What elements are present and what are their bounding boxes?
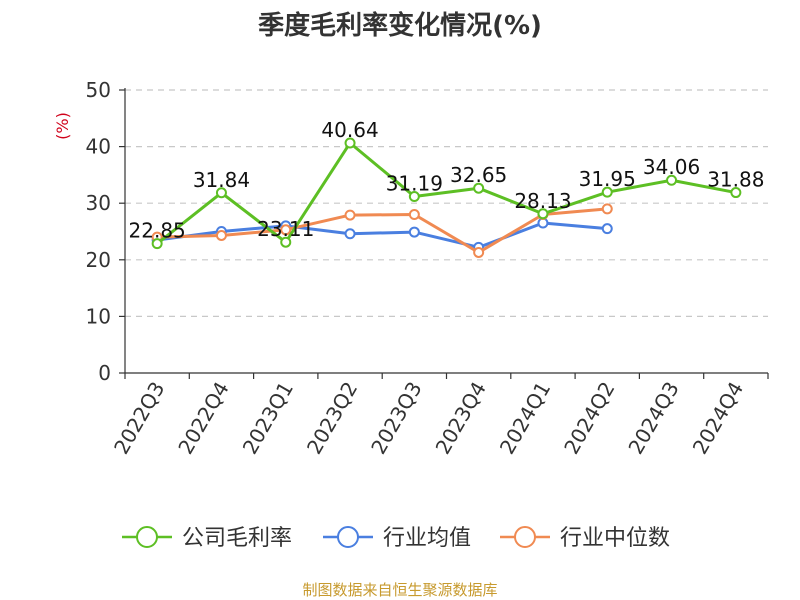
data-point <box>730 187 742 199</box>
data-point <box>537 208 549 220</box>
data-source-note: 制图数据来自恒生聚源数据库 <box>302 581 497 599</box>
data-label: 31.95 <box>579 167 636 191</box>
legend: 公司毛利率 行业均值 行业中位数 <box>122 526 670 551</box>
data-label: 34.06 <box>643 155 700 179</box>
y-tick-label: 20 <box>86 248 111 272</box>
data-label: 40.64 <box>321 118 378 142</box>
x-tick-label: 2022Q4 <box>173 378 233 459</box>
data-label: 28.13 <box>514 189 571 213</box>
data-labels: 22.85 31.84 23.11 40.64 31.19 32.65 28.13 31.95… <box>129 118 765 243</box>
x-tick-label: 2023Q4 <box>431 378 491 459</box>
data-point <box>280 224 292 236</box>
x-tick-label: 2024Q4 <box>688 378 748 459</box>
x-tick-label: 2024Q2 <box>559 378 619 459</box>
data-point <box>601 203 613 215</box>
legend-label: 行业中位数 <box>560 526 670 551</box>
data-point <box>215 187 227 199</box>
data-point <box>408 209 420 221</box>
data-point <box>601 223 613 235</box>
data-point <box>601 186 613 198</box>
series-line <box>157 207 608 254</box>
x-tick-label: 2022Q3 <box>109 378 169 459</box>
legend-label: 公司毛利率 <box>182 526 292 551</box>
data-point <box>280 236 292 248</box>
data-point <box>408 226 420 238</box>
x-tick-label: 2024Q1 <box>495 378 555 459</box>
data-label: 31.84 <box>193 168 250 192</box>
data-label: 22.85 <box>129 219 186 243</box>
y-tick-label: 50 <box>86 78 111 102</box>
data-point <box>344 228 356 240</box>
gridlines <box>125 89 768 317</box>
data-point <box>151 238 163 250</box>
y-tick-label: 40 <box>86 135 111 159</box>
x-tick-label: 2023Q2 <box>302 378 362 459</box>
y-tick-label: 0 <box>98 361 111 385</box>
data-point <box>666 174 678 186</box>
series-line <box>156 141 737 245</box>
x-axis-ticks: 2022Q3 2022Q4 2023Q1 2023Q2 2023Q3 2023Q4 2024… <box>109 373 769 459</box>
x-tick-label: 2024Q3 <box>623 378 683 459</box>
legend-marker <box>136 526 158 548</box>
legend-marker <box>514 526 536 548</box>
legend-marker <box>337 526 359 548</box>
series-lines <box>151 137 742 258</box>
data-label: 32.65 <box>450 163 507 187</box>
data-point <box>408 190 420 202</box>
series-line <box>156 221 608 249</box>
x-tick-label: 2023Q3 <box>366 378 426 459</box>
x-tick-label: 2023Q1 <box>238 378 298 459</box>
data-point <box>344 209 356 221</box>
data-point <box>473 246 485 258</box>
y-axis-unit: (%) <box>53 112 72 140</box>
data-label: 31.19 <box>386 171 443 195</box>
data-point <box>215 229 227 241</box>
data-point <box>473 182 485 194</box>
y-tick-label: 30 <box>86 191 111 215</box>
y-tick-label: 10 <box>86 304 111 328</box>
data-label: 23.11 <box>257 217 314 241</box>
legend-label: 行业均值 <box>383 526 471 551</box>
y-axis-ticks: 0 10 20 30 40 50 <box>86 78 125 385</box>
data-label: 31.88 <box>707 168 764 192</box>
data-point <box>344 137 356 149</box>
chart-title: 季度毛利率变化情况(%) <box>258 10 542 41</box>
